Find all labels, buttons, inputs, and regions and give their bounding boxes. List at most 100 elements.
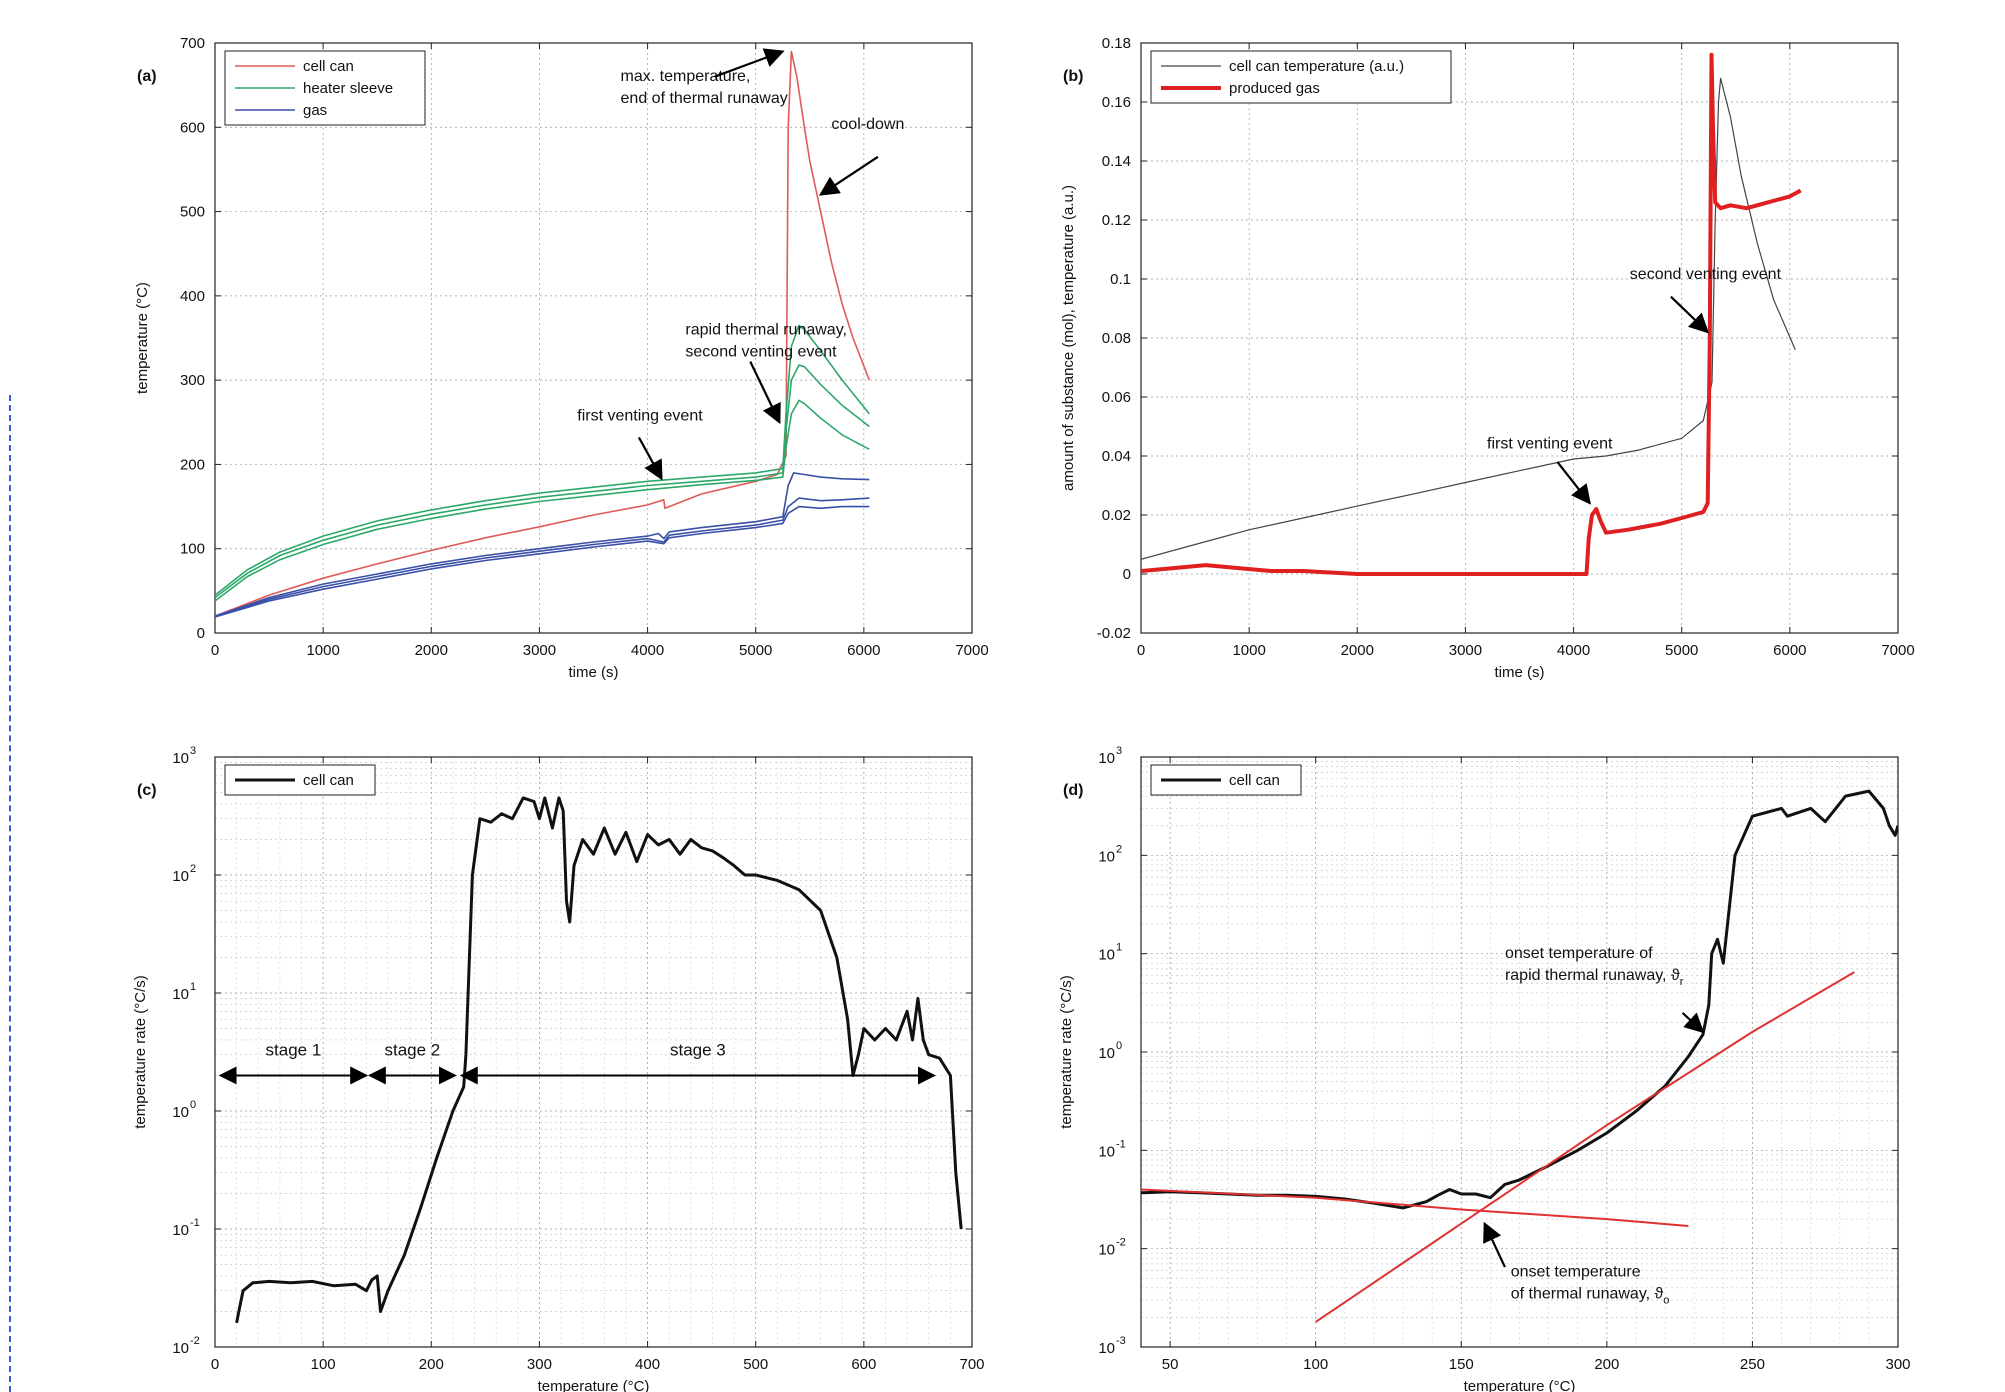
annotation-arrow bbox=[714, 48, 785, 78]
y-tick-exponent: -2 bbox=[190, 1335, 200, 1347]
series-line-1 bbox=[235, 796, 963, 1324]
x-axis-label: temperature (°C) bbox=[1464, 1378, 1576, 1392]
x-tick-label: 200 bbox=[419, 1356, 444, 1373]
annotation-text: onset temperature bbox=[1511, 1264, 1641, 1281]
y-tick-exponent: 3 bbox=[190, 745, 196, 757]
x-tick-label: 100 bbox=[311, 1356, 336, 1373]
x-tick-label: 3000 bbox=[523, 642, 556, 659]
annotation-text: rapid thermal runaway, ϑr bbox=[1505, 967, 1684, 988]
legend-box bbox=[1150, 50, 1452, 104]
y-tick-label: 10 bbox=[172, 750, 189, 767]
annotation-2: first venting event bbox=[1487, 436, 1613, 505]
legend-label: heater sleeve bbox=[303, 80, 393, 97]
x-tick-label: 0 bbox=[211, 1356, 219, 1373]
y-tick-label: 300 bbox=[180, 372, 205, 389]
series-line-3 bbox=[1315, 971, 1855, 1323]
x-tick-label: 3000 bbox=[1449, 642, 1482, 659]
annotation-3: rapid thermal runaway, second venting eve… bbox=[685, 322, 847, 425]
annotation-text: onset temperature of bbox=[1505, 945, 1653, 962]
legend-label: gas bbox=[303, 102, 327, 119]
grid bbox=[215, 757, 973, 1347]
annotation-1: onset temperature of rapid thermal runawa… bbox=[1505, 945, 1705, 1034]
stage-marker-1: stage 1 bbox=[218, 1040, 369, 1085]
series-line-1 bbox=[1141, 77, 1796, 560]
series-line-2 bbox=[1141, 52, 1802, 576]
series-line-1 bbox=[1141, 789, 1898, 1210]
x-tick-label: 50 bbox=[1162, 1356, 1179, 1373]
panel-label: (c) bbox=[137, 782, 157, 799]
annotation-1: second venting event bbox=[1630, 266, 1782, 334]
y-tick-exponent: -1 bbox=[190, 1217, 200, 1229]
y-tick-label: 700 bbox=[180, 35, 205, 52]
annotation-text: cool-down bbox=[831, 116, 904, 133]
annotation-text: end of thermal runaway bbox=[621, 90, 788, 107]
legend: cell can temperature (a.u.) produced gas bbox=[1150, 50, 1452, 104]
x-tick-label: 700 bbox=[959, 1356, 984, 1373]
y-tick-exponent: 2 bbox=[1116, 843, 1122, 855]
series-line-5 bbox=[215, 472, 870, 617]
y-tick-label: 0.04 bbox=[1102, 448, 1131, 465]
annotation-text: of thermal runaway, ϑo bbox=[1511, 1286, 1670, 1307]
y-tick-exponent: -1 bbox=[1116, 1138, 1126, 1150]
grid bbox=[1141, 757, 1899, 1347]
legend-label: cell can bbox=[1229, 772, 1280, 789]
y-tick-label: 10 bbox=[1098, 947, 1115, 964]
y-tick-label: 0.18 bbox=[1102, 35, 1131, 52]
x-tick-label: 300 bbox=[1885, 1356, 1910, 1373]
x-axis-label: time (s) bbox=[1495, 664, 1545, 681]
y-tick-label: 600 bbox=[180, 119, 205, 136]
y-tick-label: 10 bbox=[172, 1222, 189, 1239]
annotation-arrow bbox=[1681, 1012, 1705, 1034]
plot-lines bbox=[1141, 789, 1898, 1323]
x-tick-label: 1000 bbox=[306, 642, 339, 659]
x-axis-label: time (s) bbox=[569, 664, 619, 681]
annotation-text: max. temperature, bbox=[621, 68, 751, 85]
y-tick-exponent: 0 bbox=[1116, 1040, 1122, 1052]
annotation-arrow bbox=[818, 155, 879, 196]
y-tick-label: 0.1 bbox=[1110, 271, 1131, 288]
x-tick-label: 100 bbox=[1303, 1356, 1328, 1373]
chart-panel-a: 0 1000 2000 3000 4000 5000 6000 7000 0 100 200 300 4… bbox=[134, 35, 989, 681]
y-tick-exponent: 1 bbox=[1116, 942, 1122, 954]
x-tick-label: 400 bbox=[635, 1356, 660, 1373]
plot-lines bbox=[215, 50, 871, 618]
panel-label: (a) bbox=[137, 68, 157, 85]
x-tick-label: 5000 bbox=[739, 642, 772, 659]
y-tick-label: 400 bbox=[180, 288, 205, 305]
y-axis-label: temperature rate (°C/s) bbox=[132, 975, 149, 1129]
x-tick-label: 1000 bbox=[1232, 642, 1265, 659]
chart-panel-b: 0 1000 2000 3000 4000 5000 6000 7000 -0.02 0 0.02 0… bbox=[1060, 35, 1915, 681]
series-line-2 bbox=[215, 324, 870, 596]
annotation-text: second venting event bbox=[1630, 266, 1782, 283]
axes-frame bbox=[214, 756, 973, 1348]
annotation-text: second venting event bbox=[685, 344, 837, 361]
y-axis-label: amount of substance (mol), temperature (… bbox=[1060, 185, 1077, 491]
annotation-4: first venting event bbox=[577, 408, 703, 481]
x-tick-label: 150 bbox=[1449, 1356, 1474, 1373]
x-tick-label: 5000 bbox=[1665, 642, 1698, 659]
grid bbox=[1141, 43, 1898, 633]
grid bbox=[215, 43, 972, 633]
panel-label: (b) bbox=[1063, 68, 1083, 85]
legend-label: produced gas bbox=[1229, 80, 1320, 97]
legend: cell can heater sleeve gas bbox=[224, 50, 426, 126]
annotation-text: rapid thermal runaway, bbox=[685, 322, 847, 339]
stage-label: stage 2 bbox=[384, 1040, 440, 1059]
stage-label: stage 1 bbox=[266, 1040, 322, 1059]
series-line-1 bbox=[215, 50, 871, 617]
legend-label: cell can bbox=[303, 772, 354, 789]
x-tick-label: 4000 bbox=[1557, 642, 1590, 659]
y-tick-label: 10 bbox=[1098, 1143, 1115, 1160]
x-tick-label: 2000 bbox=[415, 642, 448, 659]
annotation-arrow bbox=[1670, 295, 1710, 334]
series-line-7 bbox=[215, 505, 870, 618]
y-tick-label: 100 bbox=[180, 541, 205, 558]
y-tick-exponent: -3 bbox=[1116, 1335, 1126, 1347]
y-tick-label: 0 bbox=[197, 625, 205, 642]
y-tick-label: 500 bbox=[180, 204, 205, 221]
stage-marker-3: stage 3 bbox=[459, 1040, 936, 1085]
legend: cell can bbox=[224, 764, 376, 796]
